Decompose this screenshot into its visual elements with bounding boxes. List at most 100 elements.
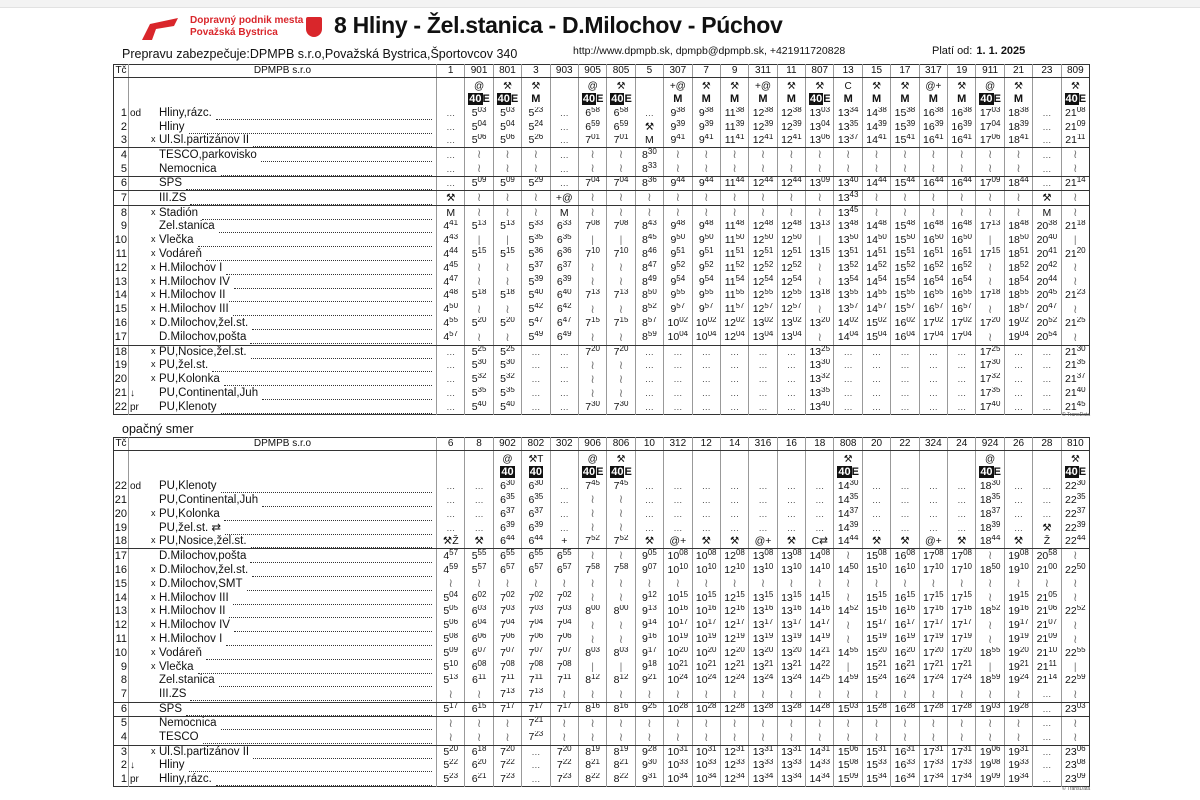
- departure-time: 2120: [1060, 247, 1090, 262]
- departure-time: 1910: [1003, 563, 1033, 578]
- stop-flag: pr: [130, 401, 139, 413]
- departure-time: ≀: [975, 275, 1005, 290]
- stop-name: Ul.Sl.partizánov II: [159, 745, 250, 758]
- departure-time: 1435: [833, 493, 863, 508]
- departure-time: 1719: [947, 632, 976, 647]
- browser-top-bar: [0, 0, 1200, 8]
- departure-time: 1557: [890, 302, 920, 317]
- trip-notes: ⚒ M: [890, 77, 920, 107]
- departure-time: …: [435, 372, 465, 387]
- departure-time: ≀: [606, 716, 636, 731]
- departure-time: 715: [606, 316, 636, 331]
- departure-time: 1250: [776, 233, 806, 248]
- trip-number: 911: [975, 64, 1005, 78]
- request-stop-mark: x: [151, 234, 156, 245]
- departure-time: …: [634, 345, 664, 359]
- trip-number: 317: [918, 64, 948, 78]
- departure-time: ≀: [975, 577, 1005, 592]
- departure-time: …: [1032, 507, 1062, 522]
- departure-time: 1252: [776, 261, 806, 276]
- departure-time: 506: [492, 133, 522, 149]
- trip-notes: @40E: [464, 77, 494, 107]
- stop-name: TESCO,parkovisko: [159, 148, 257, 161]
- stop-name: H.Milochov IV: [159, 619, 230, 632]
- departure-time: 1735: [975, 386, 1005, 401]
- departure-time: 526: [521, 133, 551, 149]
- departure-time: 2100: [1032, 563, 1062, 578]
- trip-number: 7: [691, 64, 721, 78]
- departure-time: ≀: [890, 190, 920, 207]
- departure-time: …: [435, 479, 465, 494]
- departure-time: 1641: [947, 133, 976, 149]
- departure-time: 1351: [833, 247, 863, 262]
- departure-time: ≀: [719, 687, 749, 703]
- departure-time: 2118: [1060, 220, 1090, 234]
- departure-time: 708: [606, 220, 636, 234]
- departure-time: ≀: [719, 205, 749, 221]
- departure-time: 637: [521, 507, 551, 522]
- departure-time: …: [947, 386, 976, 401]
- stop-number: 13: [114, 605, 127, 618]
- departure-time: …: [1003, 400, 1033, 415]
- departure-time: 1241: [776, 133, 806, 149]
- departure-time: ⚒: [464, 535, 494, 550]
- stop-row: 10 x Vodáreň 509 607 707 707 707 803 803 917 1020 10…: [114, 646, 1090, 661]
- note-line-1: @: [587, 453, 598, 465]
- departure-time: 1308: [776, 548, 806, 564]
- departure-time: 657: [549, 563, 579, 578]
- departure-time: 1724: [918, 674, 948, 688]
- departure-time: 1434: [805, 772, 834, 787]
- departure-time: 504: [435, 591, 465, 606]
- departure-time: ≀: [975, 716, 1005, 731]
- departure-time: 2114: [1060, 176, 1090, 192]
- departure-time: 1731: [918, 745, 948, 759]
- stop-name: III.ZŠ: [159, 191, 187, 204]
- departure-time: 913: [634, 605, 664, 619]
- departure-time: …: [776, 479, 806, 494]
- departure-time: 918: [634, 660, 664, 675]
- departure-time: …: [549, 521, 579, 536]
- departure-time: ≀: [521, 147, 551, 163]
- departure-time: ≀: [748, 687, 778, 703]
- departure-time: …: [1003, 372, 1033, 387]
- departure-time: ≀: [776, 577, 806, 592]
- departure-time: 630: [492, 479, 522, 494]
- departure-time: 1638: [947, 106, 976, 121]
- departure-time: …: [464, 507, 494, 522]
- departure-time: …: [776, 507, 806, 522]
- departure-time: ≀: [1060, 147, 1090, 163]
- stop-name: Vlečka: [159, 234, 194, 247]
- departure-time: …: [435, 521, 465, 536]
- departure-time: 708: [492, 660, 522, 675]
- departure-time: 955: [691, 289, 721, 303]
- stop-row: 2 Hliny… 504 504 524… 659 659 ⚒ 939 939 1139 1239 12…: [114, 120, 1090, 134]
- departure-time: 1015: [691, 591, 721, 606]
- dotted-leader: [252, 574, 432, 577]
- departure-time: 530: [464, 358, 494, 373]
- departure-time: ≀: [975, 730, 1005, 746]
- departure-time: …: [748, 400, 778, 415]
- departure-time: 758: [606, 563, 636, 578]
- departure-time: 1617: [890, 618, 920, 633]
- note-line-1: ⚒: [730, 80, 740, 92]
- departure-time: 1217: [719, 618, 749, 633]
- departure-time: 1340: [833, 176, 863, 192]
- departure-time: 1320: [748, 646, 778, 661]
- departure-time: ≀: [606, 507, 636, 522]
- stop-row: 11 x Vodáreň 444 515 515 536 636 710 710 846 951 951…: [114, 247, 1090, 262]
- departure-time: ≀: [1003, 730, 1033, 746]
- departure-time: …: [890, 521, 920, 536]
- dotted-leader: [197, 671, 432, 674]
- stop-number: 19: [114, 359, 127, 372]
- departure-time: 1016: [663, 605, 693, 619]
- stop-name: PU,Nosice,žel.st.: [159, 535, 247, 548]
- trip-number: 24: [947, 437, 976, 451]
- departure-time: 647: [549, 316, 579, 331]
- departure-time: …: [1032, 730, 1062, 746]
- departure-time: 950: [663, 233, 693, 248]
- trip-notes: [549, 450, 579, 480]
- departure-time: 1734: [918, 772, 948, 787]
- departure-time: …: [663, 507, 693, 522]
- stop-name: PU,Kolonka: [159, 373, 220, 386]
- departure-time: 635: [492, 493, 522, 508]
